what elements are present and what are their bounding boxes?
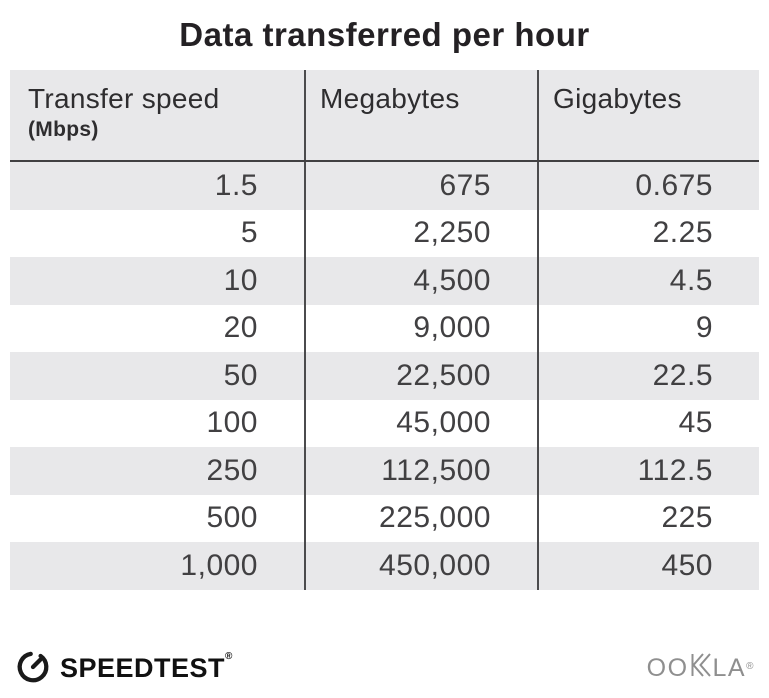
table-row: 100 45,000 45	[10, 399, 759, 447]
cell-gigabytes: 2.25	[537, 209, 759, 257]
cell-speed: 50	[223, 358, 258, 392]
table-row: 500 225,000 225	[10, 494, 759, 542]
cell-megabytes: 450,000	[304, 542, 537, 590]
ookla-registered-mark: ®	[746, 660, 755, 672]
ookla-logo: OO LA ®	[646, 652, 755, 684]
header-transfer-speed: Transfer speed (Mbps)	[10, 70, 304, 160]
header-megabytes: Megabytes	[304, 70, 537, 160]
cell-megabytes: 112,500	[304, 447, 537, 495]
cell-gigabytes: 112.5	[537, 447, 759, 495]
header-megabytes-label: Megabytes	[320, 83, 460, 114]
data-table: Transfer speed (Mbps) Megabytes Gigabyte…	[10, 70, 759, 590]
cell-gigabytes: 450	[537, 542, 759, 590]
cell-gigabytes: 0.675	[537, 162, 759, 210]
speedtest-text: SPEEDTEST	[60, 652, 226, 683]
cell-speed: 10	[223, 263, 258, 297]
table-row: 20 9,000 9	[10, 304, 759, 352]
cell-speed: 1.5	[214, 168, 258, 202]
table-header-row: Transfer speed (Mbps) Megabytes Gigabyte…	[10, 70, 759, 162]
table-row: 250 112,500 112.5	[10, 447, 759, 495]
footer: SPEEDTEST® OO LA ®	[14, 646, 755, 690]
ookla-text-right: LA	[712, 653, 747, 682]
cell-speed: 5	[240, 216, 258, 250]
header-mbps-unit: (Mbps)	[28, 118, 99, 141]
cell-speed: 100	[206, 406, 258, 440]
speedtest-gauge-icon	[14, 647, 52, 690]
cell-megabytes: 22,500	[304, 352, 537, 400]
cell-gigabytes: 9	[537, 304, 759, 352]
cell-speed: 1,000	[180, 548, 258, 582]
cell-megabytes: 4,500	[304, 257, 537, 305]
speedtest-registered-mark: ®	[225, 650, 233, 662]
speedtest-logo: SPEEDTEST®	[14, 647, 233, 690]
cell-megabytes: 9,000	[304, 304, 537, 352]
table-row: 50 22,500 22.5	[10, 352, 759, 400]
cell-speed: 250	[206, 453, 258, 487]
table-row: 1,000 450,000 450	[10, 542, 759, 590]
header-gigabytes: Gigabytes	[537, 70, 759, 160]
cell-megabytes: 45,000	[304, 399, 537, 447]
cell-speed: 20	[223, 311, 258, 345]
table-row: 5 2,250 2.25	[10, 209, 759, 257]
table-row: 10 4,500 4.5	[10, 257, 759, 305]
ookla-text-left: OO	[646, 653, 689, 682]
cell-megabytes: 2,250	[304, 209, 537, 257]
page-title: Data transferred per hour	[179, 16, 590, 53]
speedtest-wordmark: SPEEDTEST®	[60, 650, 233, 684]
header-transfer-speed-label: Transfer speed	[28, 83, 220, 114]
cell-megabytes: 225,000	[304, 494, 537, 542]
header-gigabytes-label: Gigabytes	[553, 83, 682, 114]
cell-megabytes: 675	[304, 162, 537, 210]
cell-gigabytes: 45	[537, 399, 759, 447]
cell-gigabytes: 4.5	[537, 257, 759, 305]
cell-gigabytes: 22.5	[537, 352, 759, 400]
table-row: 1.5 675 0.675	[10, 162, 759, 210]
cell-gigabytes: 225	[537, 494, 759, 542]
ookla-k-icon	[689, 652, 713, 684]
cell-speed: 500	[206, 501, 258, 535]
